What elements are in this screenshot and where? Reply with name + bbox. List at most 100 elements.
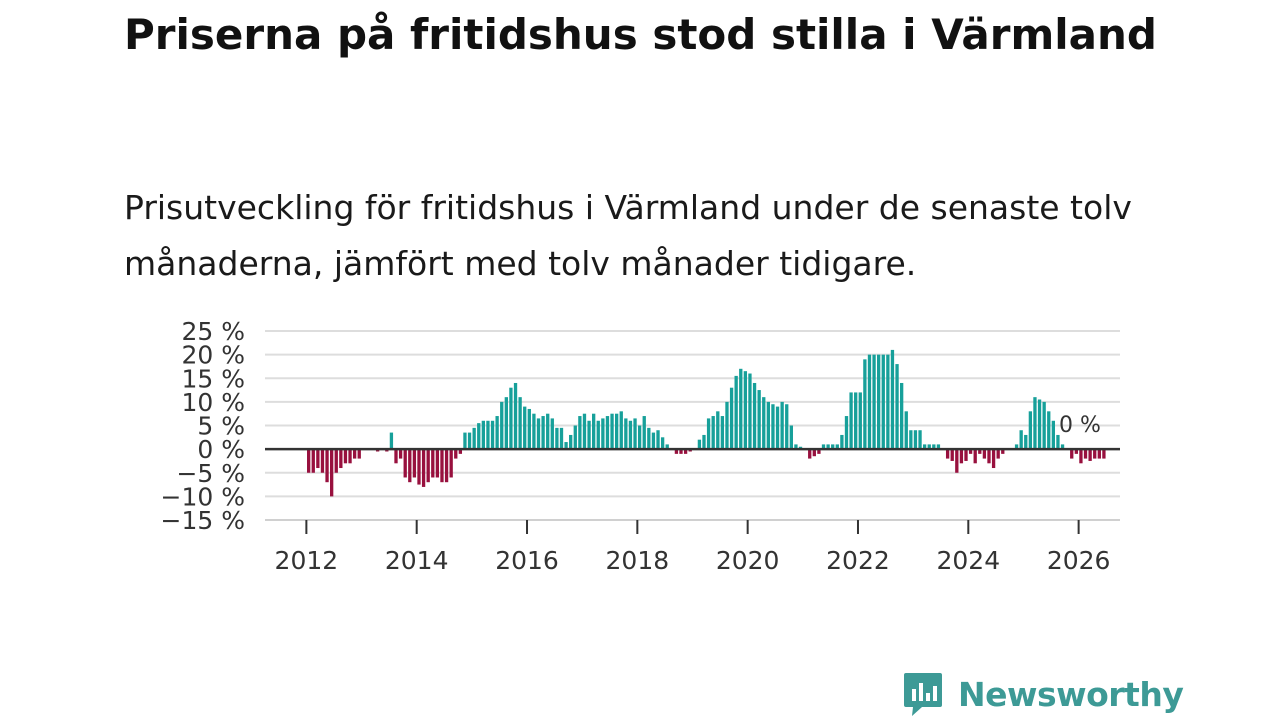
bar-negative [444, 449, 449, 483]
bar-positive [844, 416, 849, 450]
bar-negative [1074, 449, 1078, 454]
bar-positive [858, 392, 862, 450]
x-tick-label: 2022 [826, 546, 890, 575]
bar-positive [840, 434, 844, 450]
bar-negative [449, 449, 453, 478]
bar-positive [913, 430, 918, 450]
bar-positive [532, 413, 536, 450]
bar-positive [610, 413, 614, 450]
bars [307, 349, 1106, 497]
y-tick-label: −5 % [176, 459, 245, 488]
bar-negative [1102, 449, 1106, 459]
bar-negative [1088, 449, 1092, 461]
bar-positive [1051, 420, 1055, 450]
bar-positive [578, 416, 582, 450]
bar-positive [1028, 411, 1033, 450]
bar-negative [968, 449, 973, 454]
bar-positive [702, 434, 706, 450]
bar-positive [697, 439, 702, 450]
bar-negative [987, 449, 991, 464]
bar-positive [780, 401, 784, 450]
bar-positive [867, 354, 872, 450]
bar-negative [403, 449, 407, 478]
bar-negative [1079, 449, 1083, 464]
x-tick-label: 2024 [936, 546, 1000, 575]
bar-positive [936, 444, 941, 450]
bar-positive [789, 425, 793, 450]
bar-positive [472, 427, 476, 450]
bar-positive [1056, 434, 1060, 450]
bar-positive [1042, 401, 1046, 450]
bar-negative [348, 449, 352, 464]
bar-positive [720, 416, 725, 450]
bar-negative [812, 449, 816, 457]
bar-positive [619, 411, 623, 450]
bar-positive [1060, 444, 1065, 450]
bar-positive [601, 418, 605, 450]
bar-positive [1047, 411, 1051, 450]
bar-positive [481, 420, 485, 450]
bar-negative [982, 449, 987, 459]
bar-positive [794, 444, 798, 450]
grid-lines [265, 330, 1120, 521]
bar-positive [509, 387, 513, 450]
newsworthy-logo: Newsworthy [902, 670, 1184, 718]
bar-positive [771, 404, 775, 450]
bar-positive [665, 444, 669, 450]
bar-negative [817, 449, 821, 454]
bar-positive [904, 411, 908, 450]
bar-positive [877, 354, 881, 450]
bar-positive [550, 418, 554, 450]
brand-name: Newsworthy [958, 674, 1184, 714]
bar-positive [849, 392, 853, 450]
bar-positive [523, 406, 527, 450]
bar-positive [739, 368, 743, 450]
bar-positive [734, 375, 738, 450]
bar-positive [389, 432, 394, 450]
bar-positive [711, 416, 715, 450]
bar-positive [637, 425, 642, 450]
bar-positive [564, 442, 568, 450]
bar-positive [872, 354, 876, 450]
bar-negative [955, 449, 959, 473]
bar-positive [752, 382, 757, 450]
bar-positive [1033, 397, 1037, 450]
y-tick-label: −10 % [161, 482, 245, 511]
bar-positive [766, 401, 770, 450]
chart-subtitle: Prisutveckling för fritidshus i Värmland… [124, 188, 1132, 283]
bar-positive [486, 420, 490, 450]
chart-title: Priserna på fritidshus stod stilla i Vär… [124, 10, 1157, 59]
bar-negative [307, 449, 311, 473]
bar-positive [463, 432, 467, 450]
newsworthy-logo-icon [904, 673, 942, 716]
bar-positive [573, 425, 577, 450]
x-tick-label: 2026 [1047, 546, 1111, 575]
bar-negative [1093, 449, 1097, 459]
bar-positive [596, 420, 600, 450]
bar-positive [628, 420, 633, 450]
bar-negative [440, 449, 444, 483]
labels: −15 %−10 %−5 %0 %5 %10 %15 %20 %25 %2012… [161, 317, 1111, 575]
bar-positive [881, 354, 885, 450]
bar-positive [647, 427, 651, 450]
bar-negative [330, 449, 334, 497]
bar-positive [821, 444, 826, 450]
bar-positive [743, 371, 748, 450]
bar-positive [536, 418, 541, 450]
bar-positive [513, 382, 518, 450]
latest-value-label: 0 % [1059, 413, 1101, 438]
bar-negative [339, 449, 343, 469]
bar-positive [541, 416, 545, 450]
bar-negative [352, 449, 357, 459]
bar-positive [886, 354, 890, 450]
bar-positive [932, 444, 936, 450]
bar-negative [320, 449, 325, 473]
bar-positive [918, 430, 922, 450]
bar-positive [624, 418, 628, 450]
bar-positive [785, 404, 789, 450]
y-tick-label: 0 % [197, 435, 245, 464]
bar-negative [435, 449, 440, 478]
bar-positive [854, 392, 858, 450]
bar-negative [398, 449, 403, 459]
